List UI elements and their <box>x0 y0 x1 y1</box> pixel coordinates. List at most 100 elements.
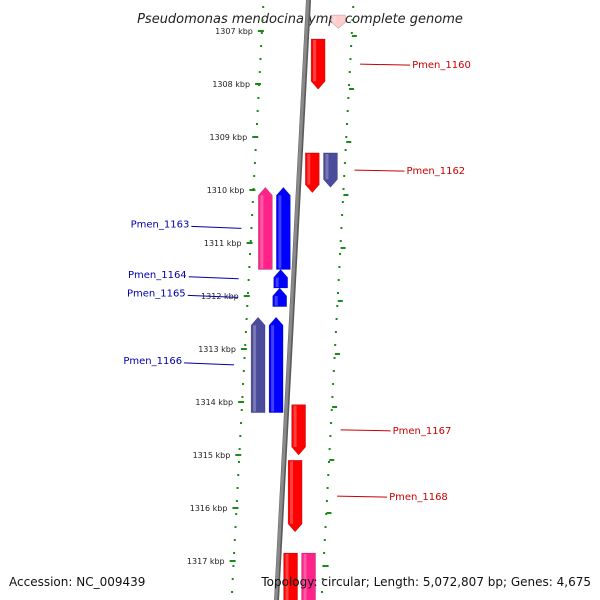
label-leader <box>187 294 238 298</box>
guide-dot-left <box>253 162 256 164</box>
gene-highlight <box>333 16 337 23</box>
kbp-scale: 1307 kbp 1308 kbp 1309 kbp 1310 kbp 1311 kbp… <box>187 27 357 567</box>
label-leader <box>354 169 405 172</box>
guide-dot-left <box>260 45 263 47</box>
gene-arrow <box>287 459 303 533</box>
accession-text: Accession: NC_009439 <box>9 575 145 589</box>
label-leader <box>340 429 391 432</box>
kbp-tick <box>249 189 256 191</box>
guide-dot-left <box>251 214 254 216</box>
guide-dot-right <box>336 305 339 307</box>
guide-dot-right <box>332 383 335 385</box>
guide-dot-left <box>240 409 243 411</box>
right-tick <box>334 353 340 355</box>
guide-dot-right <box>334 331 337 333</box>
guide-dot-right <box>325 500 328 502</box>
guide-dot-left <box>250 227 253 229</box>
guide-dot-right <box>331 396 334 398</box>
guide-dot-left <box>255 123 258 125</box>
kbp-tick-label: 1308 kbp <box>212 80 250 89</box>
guide-dot-left <box>242 383 245 385</box>
kbp-tick <box>235 454 242 456</box>
guide-dot-right <box>323 552 326 554</box>
guide-dot-left <box>246 305 249 307</box>
right-tick <box>349 88 355 90</box>
guide-dot-right <box>321 578 324 580</box>
gene-arrow <box>272 287 287 307</box>
guide-dot-left <box>242 370 245 372</box>
gene-arrow <box>283 552 298 600</box>
kbp-tick-label: 1311 kbp <box>204 239 242 248</box>
gene-highlight <box>307 153 311 185</box>
guide-dot-left <box>247 279 250 281</box>
kbp-tick-label: 1315 kbp <box>193 451 231 460</box>
genome-backbone <box>274 0 312 600</box>
guide-dot-right <box>322 565 325 567</box>
guide-dot-left <box>249 253 252 255</box>
guide-dot-right <box>332 370 335 372</box>
gene-highlight <box>271 325 275 412</box>
right-tick <box>340 247 346 249</box>
kbp-tick <box>238 401 245 403</box>
gene-highlight <box>303 554 307 600</box>
guide-dot-right <box>329 435 332 437</box>
guide-dot-left <box>232 565 235 567</box>
gene-arrow <box>276 186 291 270</box>
map-title: Pseudomonas mendocina ymp, complete geno… <box>137 12 463 27</box>
guide-dot-left <box>238 448 241 450</box>
kbp-tick-label: 1313 kbp <box>198 345 236 354</box>
guide-dot-right <box>347 97 350 99</box>
guide-dot-left <box>237 474 240 476</box>
guide-dot-left <box>239 435 242 437</box>
guide-dot-right <box>348 84 351 86</box>
gene-arrow <box>301 552 316 600</box>
guide-dot-right <box>345 123 348 125</box>
gene-arrow <box>250 316 266 413</box>
gene-label: Pmen_1166 <box>123 356 182 367</box>
kbp-tick <box>246 242 253 244</box>
guide-dot-left <box>262 6 265 8</box>
guide-dot-left <box>233 539 236 541</box>
gene-arrow <box>291 404 306 456</box>
guide-dot-right <box>324 526 327 528</box>
guide-dot-left <box>234 526 237 528</box>
label-leader <box>337 495 388 498</box>
gene-arrow <box>331 14 346 29</box>
guide-dot-right <box>339 240 342 242</box>
kbp-tick-label: 1316 kbp <box>190 504 228 513</box>
right-tick <box>343 194 349 196</box>
right-tick <box>346 141 352 143</box>
gene-arrow <box>273 269 288 289</box>
guide-dot-right <box>349 58 352 60</box>
guide-dot-right <box>336 292 339 294</box>
guide-dot-right <box>337 279 340 281</box>
guide-dot-right <box>326 487 329 489</box>
gene-highlight <box>274 296 278 306</box>
gene-arrow <box>268 316 284 413</box>
guide-dot-left <box>240 422 243 424</box>
gene-label: Pmen_1165 <box>127 288 186 299</box>
gene-highlight <box>313 39 317 82</box>
guide-dot-left <box>260 32 263 34</box>
guide-dot-right <box>339 253 342 255</box>
label-leader <box>360 63 411 66</box>
guide-dot-right <box>350 45 353 47</box>
gene-highlight <box>275 277 279 288</box>
label-leader <box>188 276 239 280</box>
gene-label: Pmen_1164 <box>128 270 187 281</box>
guide-dot-left <box>233 552 236 554</box>
kbp-tick-label: 1310 kbp <box>207 186 245 195</box>
guide-dot-right <box>328 448 331 450</box>
backbone-line <box>274 0 310 600</box>
guide-dot-left <box>258 71 261 73</box>
guide-dot-right <box>325 513 328 515</box>
kbp-tick <box>240 348 247 350</box>
gene-label: Pmen_1168 <box>389 492 448 503</box>
guide-dot-left <box>237 461 240 463</box>
label-leader <box>184 362 235 366</box>
kbp-tick <box>232 507 239 509</box>
label-leader <box>191 225 242 229</box>
right-tick <box>337 300 343 302</box>
gene-features <box>250 14 346 600</box>
kbp-tick-label: 1317 kbp <box>187 557 225 566</box>
